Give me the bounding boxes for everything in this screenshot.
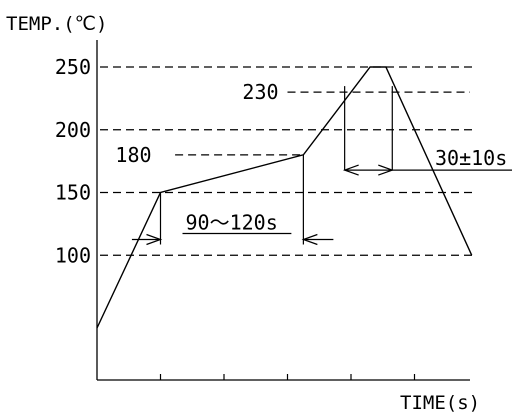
peak-arrow-left-head (342, 164, 359, 176)
label-180: 180 (115, 143, 151, 167)
preheat-arrow-left-head (146, 233, 163, 246)
y-tick-label-100: 100 (55, 243, 91, 267)
label-230: 230 (242, 80, 278, 104)
x-axis-ticks (159, 374, 416, 380)
duration-arrows (131, 164, 512, 246)
y-tick-label-250: 250 (55, 55, 91, 79)
y-tick-labels: 100 150 200 250 (55, 55, 91, 267)
label-peak-duration: 30±10s (435, 146, 507, 170)
label-preheat-duration: 90～120s (186, 211, 278, 235)
preheat-arrow-right-head (301, 233, 318, 246)
horizontal-gridlines (100, 66, 475, 256)
x-axis-title: TIME(s) (400, 392, 480, 414)
temperature-profile-line (96, 66, 473, 329)
y-tick-label-150: 150 (55, 181, 91, 205)
y-tick-label-200: 200 (55, 118, 91, 142)
y-axis-title: TEMP.(℃) (6, 13, 107, 35)
annotation-leaders (175, 91, 470, 156)
